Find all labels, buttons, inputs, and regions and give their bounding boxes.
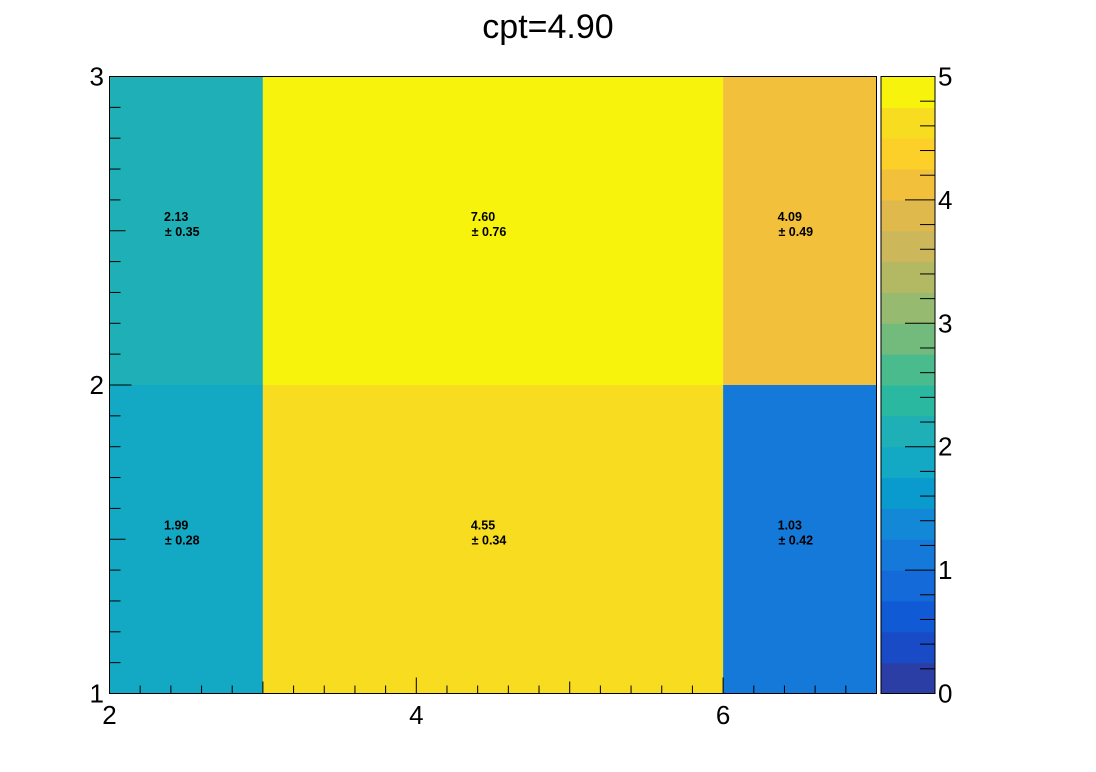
- heatmap-cell-1: [262, 385, 724, 694]
- colorbar-band-18: [881, 107, 935, 139]
- colorbar-band-17: [881, 138, 935, 170]
- colorbar-band-5: [881, 508, 935, 540]
- colorbar-band-0: [881, 662, 935, 694]
- cell-error-label: ± 0.28: [165, 533, 200, 547]
- cell-value-label: 4.55: [471, 518, 495, 532]
- cell-value-label: 1.03: [778, 518, 802, 532]
- heatmap-cell-2: [723, 385, 877, 694]
- colorbar-band-4: [881, 539, 935, 571]
- heatmap-cell-5: [723, 76, 877, 385]
- colorbar-band-19: [881, 76, 935, 108]
- x-tick-label: 4: [409, 700, 423, 730]
- colorbar-band-10: [881, 354, 935, 386]
- heatmap-cell-0: [109, 385, 263, 694]
- colorbar-tick-label: 4: [938, 185, 952, 215]
- colorbar-band-6: [881, 477, 935, 509]
- colorbar-tick-label: 2: [938, 432, 952, 462]
- colorbar-band-3: [881, 570, 935, 602]
- colorbar-band-9: [881, 385, 935, 417]
- colorbar-tick-label: 5: [938, 62, 952, 92]
- colorbar-band-11: [881, 323, 935, 355]
- cell-error-label: ± 0.35: [165, 225, 200, 239]
- y-tick-label: 2: [90, 370, 104, 400]
- colorbar-band-8: [881, 415, 935, 448]
- colorbar-band-1: [881, 631, 935, 664]
- colorbar-band-7: [881, 446, 935, 479]
- cell-labels: 1.99± 0.28 4.55± 0.34 1.03± 0.42 2.13± 0.35…: [164, 210, 813, 548]
- colorbar-band-13: [881, 261, 935, 293]
- heatmap-cell-4: [262, 76, 724, 385]
- colorbar-band-2: [881, 600, 935, 633]
- cell-value-label: 7.60: [471, 210, 495, 224]
- heatmap-cells: [109, 76, 877, 694]
- x-tick-label: 6: [716, 700, 730, 730]
- colorbar-tick-label: 1: [938, 555, 952, 585]
- colorbar-band-15: [881, 199, 935, 232]
- cell-value-label: 1.99: [164, 518, 188, 532]
- colorbar-tick-label: 3: [938, 308, 952, 338]
- cell-value-label: 2.13: [164, 210, 188, 224]
- cell-error-label: ± 0.34: [472, 533, 507, 547]
- cell-error-label: ± 0.49: [778, 225, 813, 239]
- cell-error-label: ± 0.76: [472, 225, 507, 239]
- x-tick-label: 2: [102, 700, 116, 730]
- colorbar-band-14: [881, 230, 935, 263]
- heatmap-cell-3: [109, 76, 263, 385]
- colorbar-band-12: [881, 292, 935, 324]
- colorbar: 0 1 2 3 4 5: [880, 62, 952, 709]
- cell-error-label: ± 0.42: [778, 533, 813, 547]
- colorbar-tick-label: 0: [938, 679, 952, 709]
- cell-value-label: 4.09: [778, 210, 802, 224]
- colorbar-band-16: [881, 169, 935, 201]
- y-tick-label: 3: [90, 62, 104, 92]
- chart-title: cpt=4.90: [482, 8, 613, 46]
- y-tick-label: 1: [90, 679, 104, 709]
